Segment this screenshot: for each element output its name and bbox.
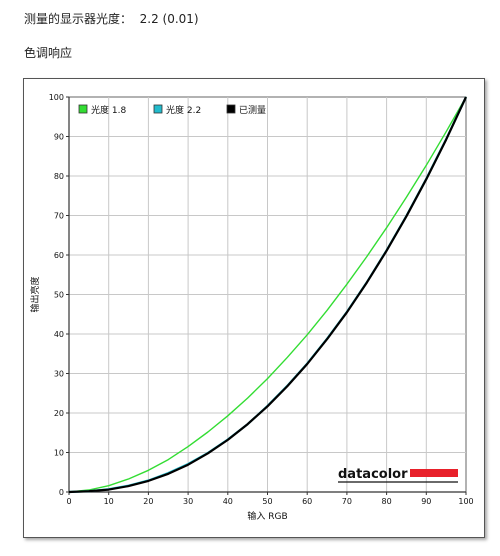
x-tick-label-20: 20 bbox=[143, 497, 153, 506]
legend-label-3: 已测量 bbox=[239, 105, 266, 116]
y-tick-label-70: 70 bbox=[54, 212, 64, 221]
x-tick-label-10: 10 bbox=[104, 497, 114, 506]
logo-text: datacolor bbox=[338, 467, 408, 482]
y-tick-label-100: 100 bbox=[49, 93, 64, 102]
axes: 0 10 20 30 40 50 60 70 80 90 100 0 10 20 30 40 50 60 70 80 9… bbox=[49, 93, 474, 506]
x-tick-label-70: 70 bbox=[342, 497, 352, 506]
legend-swatch-2 bbox=[153, 104, 163, 114]
y-tick-label-50: 50 bbox=[54, 291, 64, 300]
section-title: 色调响应 bbox=[24, 46, 73, 60]
grid-lines bbox=[68, 96, 467, 493]
x-tick-label-90: 90 bbox=[421, 497, 431, 506]
legend-label-2: 光度 2.2 bbox=[166, 104, 201, 116]
y-tick-label-40: 40 bbox=[54, 330, 64, 339]
datacolor-logo: datacolor bbox=[338, 467, 458, 483]
y-tick-label-90: 90 bbox=[54, 133, 64, 142]
x-tick-label-50: 50 bbox=[262, 497, 272, 506]
series-lines bbox=[68, 96, 467, 494]
x-tick-label-60: 60 bbox=[302, 497, 312, 506]
logo-red-bar bbox=[410, 469, 458, 477]
y-tick-label-60: 60 bbox=[54, 251, 64, 260]
legend-swatch-3 bbox=[226, 104, 236, 114]
measured-gamma-text: 测量的显示器光度： 2.2 (0.01) bbox=[24, 12, 199, 26]
y-tick-label-20: 20 bbox=[54, 409, 64, 418]
y-tick-label-30: 30 bbox=[54, 370, 64, 379]
y-tick-label-80: 80 bbox=[54, 172, 64, 181]
legend-swatch-1 bbox=[78, 104, 88, 114]
legend: 光度 1.8 光度 2.2 已测量 bbox=[78, 104, 266, 116]
tone-response-chart: 0 10 20 30 40 50 60 70 80 90 100 0 10 20 30 40 50 60 70 80 9… bbox=[29, 93, 474, 522]
series-line-3 bbox=[68, 96, 467, 494]
y-tick-label-0: 0 bbox=[59, 488, 64, 497]
x-tick-label-40: 40 bbox=[223, 497, 233, 506]
x-tick-label-100: 100 bbox=[458, 497, 473, 506]
x-tick-label-30: 30 bbox=[183, 497, 193, 506]
series-line-1 bbox=[68, 96, 467, 493]
x-tick-label-80: 80 bbox=[382, 497, 392, 506]
tone-response-chart-frame: 0 10 20 30 40 50 60 70 80 90 100 0 10 20 30 40 50 60 70 80 9… bbox=[23, 78, 485, 538]
y-axis-title: 输出亮度 bbox=[29, 276, 41, 312]
x-tick-label-0: 0 bbox=[66, 497, 71, 506]
x-axis-title: 输入 RGB bbox=[247, 510, 287, 522]
legend-label-1: 光度 1.8 bbox=[91, 104, 126, 116]
y-tick-label-10: 10 bbox=[54, 449, 64, 458]
